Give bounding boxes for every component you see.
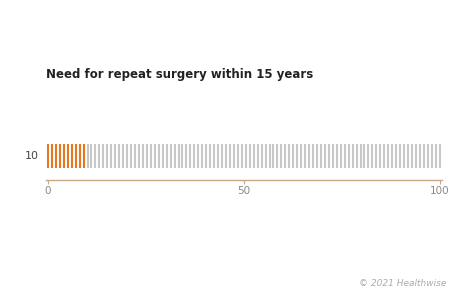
Text: © 2021 Healthwise: © 2021 Healthwise [358,279,445,288]
Text: Need for repeat surgery within 15 years: Need for repeat surgery within 15 years [46,68,313,81]
Text: 10: 10 [25,151,39,161]
